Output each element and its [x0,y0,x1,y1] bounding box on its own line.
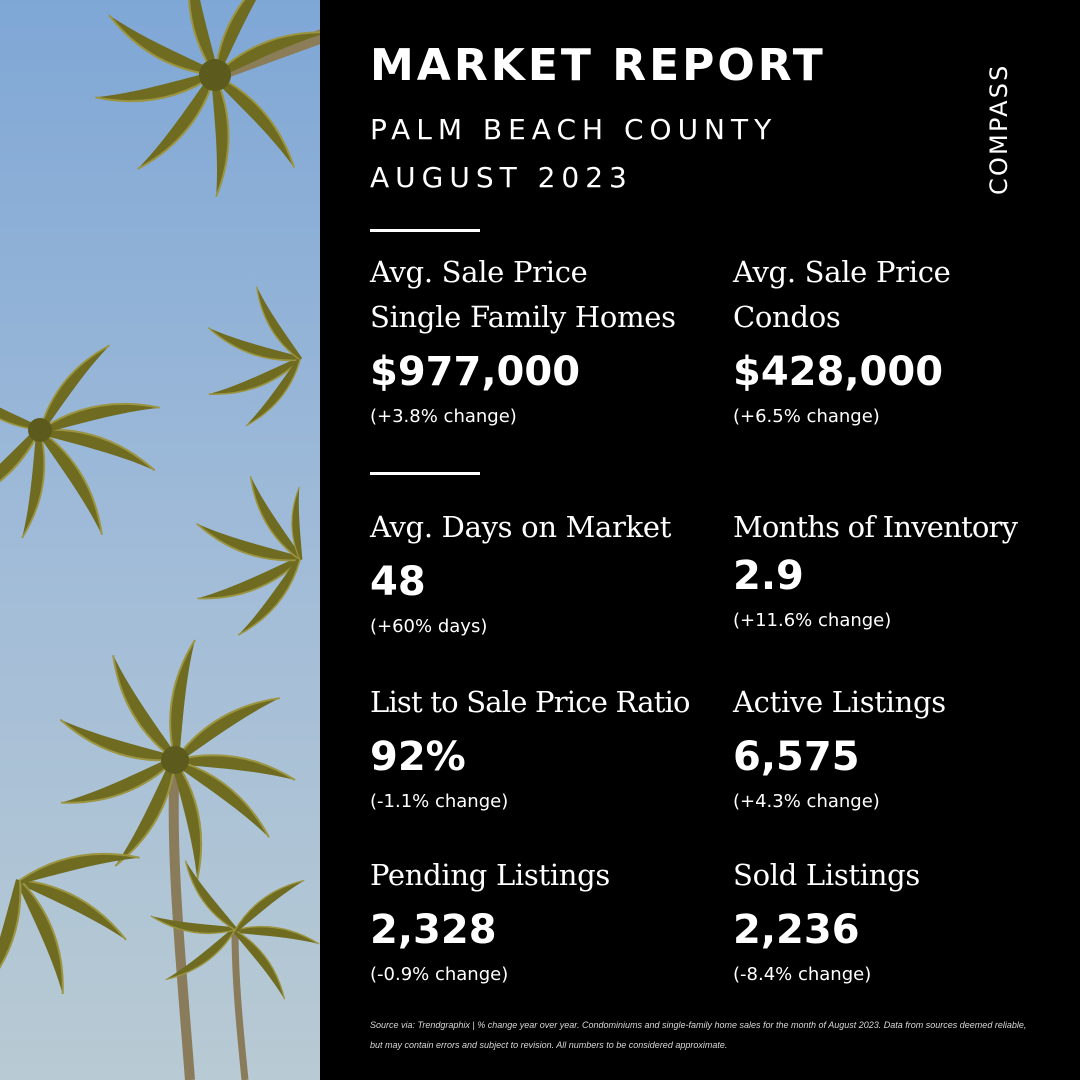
compass-logo-text: COMPASS [987,63,1013,195]
stat-change: (-1.1% change) [370,791,509,812]
stat-list-to-sale-ratio: List to Sale Price Ratio 92% (-1.1% chan… [370,680,730,815]
stat-label: Sold Listings [733,858,920,892]
report-title: MARKET REPORT [370,40,826,91]
palm-trees-photo [0,0,320,1080]
stat-value: 2.9 [733,553,804,599]
stat-avg-sale-price-condos: Avg. Sale Price Condos $428,000 (+6.5% c… [733,250,1080,430]
stat-change: (-0.9% change) [370,964,509,985]
stat-value: 6,575 [733,734,860,780]
stat-avg-days-on-market: Avg. Days on Market 48 (+60% days) [370,505,730,640]
divider-middle [370,472,480,475]
stat-sold-listings: Sold Listings 2,236 (-8.4% change) [733,853,1080,988]
report-panel: MARKET REPORT PALM BEACH COUNTY AUGUST 2… [320,0,1080,1080]
stat-label: Single Family Homes [370,300,676,334]
report-period: AUGUST 2023 [370,161,633,194]
stat-change: (+6.5% change) [733,406,880,427]
stat-label: Condos [733,300,841,334]
stat-active-listings: Active Listings 6,575 (+4.3% change) [733,680,1080,815]
stat-label: Avg. Days on Market [370,510,672,544]
stat-avg-sale-price-sfh: Avg. Sale Price Single Family Homes $977… [370,250,730,430]
report-county: PALM BEACH COUNTY [370,113,778,146]
stat-change: (+4.3% change) [733,791,880,812]
stat-label: Months of Inventory [733,510,1018,544]
stat-change: (+11.6% change) [733,610,892,631]
stat-label: Avg. Sale Price [370,255,588,289]
stat-value: 92% [370,734,466,780]
stat-label: Pending Listings [370,858,611,892]
stat-months-of-inventory: Months of Inventory 2.9 (+11.6% change) [733,505,1053,634]
stat-value: 2,236 [733,907,860,953]
divider-top [370,229,480,232]
stat-label: Active Listings [733,685,946,719]
stat-change: (+60% days) [370,616,488,637]
stat-value: 2,328 [370,907,497,953]
stat-pending-listings: Pending Listings 2,328 (-0.9% change) [370,853,730,988]
stat-change: (-8.4% change) [733,964,872,985]
stat-value: $977,000 [370,349,581,395]
stat-label: Avg. Sale Price [733,255,951,289]
compass-logo: COMPASS [987,40,1013,195]
source-footnote: Source via: Trendgraphix | % change year… [370,1020,1027,1050]
stat-label: List to Sale Price Ratio [370,685,690,719]
stat-change: (+3.8% change) [370,406,517,427]
stat-value: 48 [370,559,426,605]
stat-value: $428,000 [733,349,944,395]
